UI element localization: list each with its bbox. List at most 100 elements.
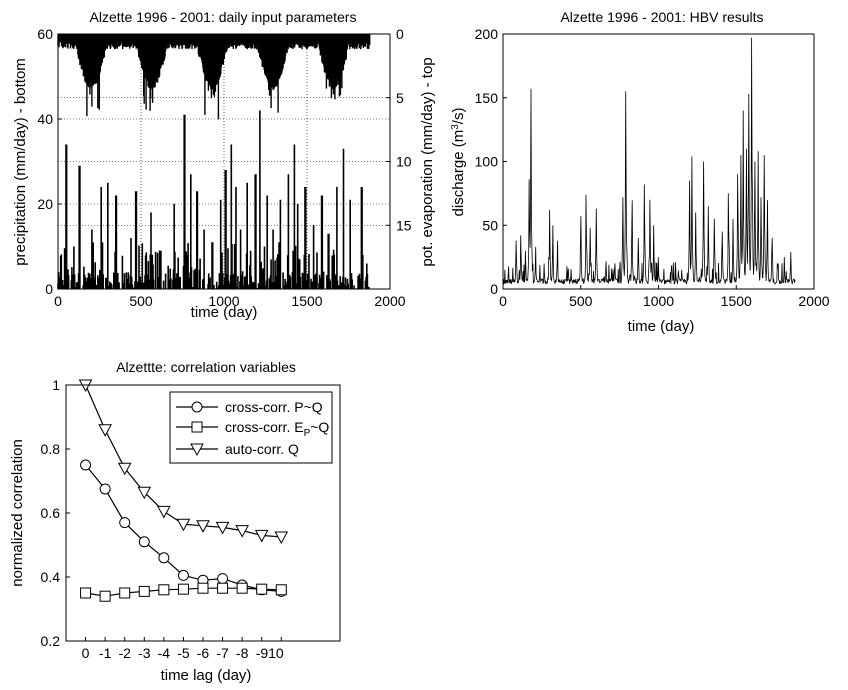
legend-entry-triangle: auto-corr. Q [225,441,299,457]
square-marker [119,587,131,599]
square-marker [99,590,111,602]
triangle-marker [157,505,171,519]
x-tick-label: 0 [54,293,62,309]
x-tick-label: -4 [158,645,171,661]
legend-samples [176,401,218,457]
triangle-marker [215,521,230,535]
y-tick-label: 0.8 [41,441,61,457]
correlation-chart: Alzettte: correlation variables 0 -1 -2 -3-… [9,359,341,684]
circle-marker [80,459,92,471]
circle-marker [138,536,150,548]
triangle-marker [196,520,210,533]
y-axis-label-tail: /s) [450,108,467,125]
square-marker [197,582,209,594]
y-tick-label: 0.4 [41,569,61,585]
x-tick-label: 2000 [374,293,405,309]
circle-marker [217,573,229,585]
x-axis-ticks: 0 500 1000 1500 2000 [54,285,406,309]
circle-marker [158,552,170,564]
triangle-marker [137,486,152,500]
y-axis-ticks: 0 50 100 150 200 [475,26,507,297]
legend-entry-square: cross-corr. EP~Q [225,419,329,439]
square-marker [191,421,203,433]
x-axis-label: time lag (day) [161,667,252,684]
y-axis-label: discharge (m3/s) [450,108,467,217]
y-axis-label-text: discharge (m [450,130,467,217]
y-tick-label: 100 [475,154,499,170]
discharge-series [502,37,796,286]
legend-entry-square-text: cross-corr. E [225,419,304,435]
x-tick-label: 1000 [208,293,239,309]
x-axis-ticks: 0 -1 -2 -3 -4 -5 -6 -7 -8 -910 [82,637,284,661]
square-marker [158,584,170,596]
y-tick-label: 150 [475,90,499,106]
y-tick-label: 40 [37,111,53,127]
y-tick-label: 0.2 [41,633,61,649]
y-tick-label: 50 [482,217,498,233]
x-tick-label: -2 [118,645,131,661]
legend: cross-corr. P~Q cross-corr. EP~Q auto-co… [169,391,333,464]
square-marker [275,584,287,596]
right-y-tick-label: 15 [396,217,412,233]
legend-entry-circle: cross-corr. P~Q [225,399,323,415]
square-marker [236,582,248,594]
x-tick-label: 1000 [643,293,674,309]
x-tick-label: 1500 [291,293,322,309]
square-marker [256,583,268,595]
y-axis-ticks: 0.2 0.4 0.6 0.8 1 [41,377,70,649]
x-tick-label: 0 [82,645,90,661]
right-y-axis-ticks: 0 5 10 15 [386,26,412,233]
y-tick-label: 0 [45,281,53,297]
square-marker [80,587,92,599]
y-axis-label-superscript: 3 [450,124,461,130]
chart-title: Alzette 1996 - 2001: daily input paramet… [90,9,357,25]
x-tick-label: 0 [499,293,507,309]
y-tick-label: 0 [490,281,498,297]
x-axis-ticks: 0 500 1000 1500 2000 [499,285,830,309]
x-tick-label: -7 [216,645,229,661]
right-y-tick-label: 5 [396,90,404,106]
triangle-marker [190,443,204,457]
y-tick-label: 200 [475,26,499,42]
triangle-marker [274,531,289,545]
y-tick-label: 20 [37,196,53,212]
triangle-marker [254,529,269,543]
input-parameters-chart: Alzette 1996 - 2001: daily input paramet… [12,9,436,321]
right-y-axis-label: pot. evaporation (mm/day) - top [419,57,436,266]
hbv-results-chart: Alzette 1996 - 2001: HBV results 0 500 100… [450,9,830,335]
circle-marker [191,401,203,413]
x-tick-label: 500 [129,293,153,309]
x-tick-label: -8 [236,645,249,661]
square-marker [138,585,150,597]
square-marker [217,582,229,594]
circle-marker [99,483,111,495]
triangle-marker [235,525,249,538]
x-tick-label: -3 [138,645,151,661]
triangle-marker [176,518,191,532]
y-axis-label: precipitation (mm/day) - bottom [12,58,29,266]
x-tick-label: -6 [197,645,210,661]
square-marker [177,583,189,595]
chart-title: Alzettte: correlation variables [116,359,296,375]
x-tick-label: 2000 [798,293,829,309]
circle-marker [177,569,189,581]
chart-title: Alzette 1996 - 2001: HBV results [560,9,763,25]
x-axis-label: time (day) [628,318,695,335]
y-tick-label: 1 [52,377,60,393]
y-axis-label: normalized correlation [9,439,26,587]
circle-marker [119,517,131,529]
y-tick-label: 60 [37,26,53,42]
right-y-tick-label: 0 [396,26,404,42]
x-tick-label: -1 [99,645,112,661]
x-tick-label: 500 [569,293,593,309]
x-axis-label: time (day) [191,304,258,321]
legend-entry-square-tail: ~Q [310,419,329,435]
x-tick-label: -910 [256,645,284,661]
legend-entry-square-subscript: P [304,428,311,439]
y-tick-label: 0.6 [41,505,61,521]
y-axis-ticks: 0 20 40 60 [37,26,62,297]
right-y-tick-label: 10 [396,154,412,170]
triangle-marker [117,462,132,476]
